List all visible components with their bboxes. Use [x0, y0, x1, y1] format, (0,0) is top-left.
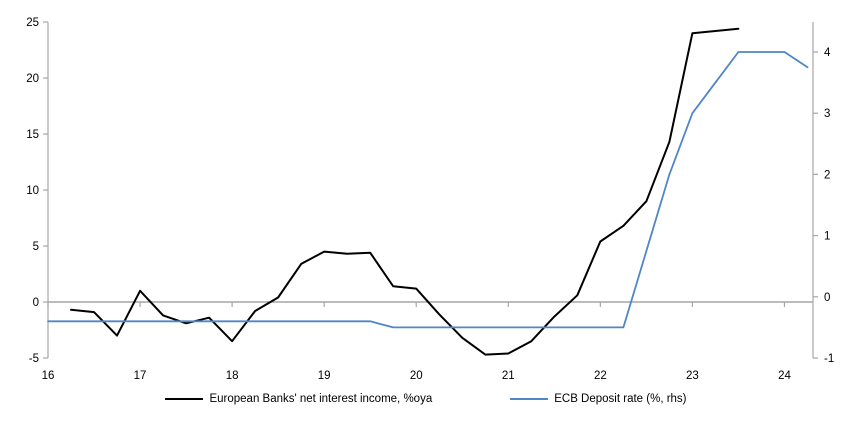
- x-axis: 16 17 18 19 20 21 22 23 24: [42, 302, 791, 382]
- right-tick-label: 0: [824, 292, 830, 304]
- legend-item-nii: European Banks' net interest income, %oy…: [165, 393, 432, 405]
- left-tick-label: 15: [26, 129, 39, 141]
- right-tick-label: 2: [824, 169, 830, 181]
- nii-series-line: [70, 27, 740, 356]
- right-tick-label: 4: [824, 47, 831, 59]
- left-tick-label: 10: [26, 185, 39, 197]
- ecb-line-swatch: [510, 398, 549, 400]
- ecb-series-line: [47, 51, 809, 329]
- legend-label-ecb: ECB Deposit rate (%, rhs): [554, 393, 687, 405]
- left-tick-label: 0: [33, 297, 39, 309]
- right-tick-label: -1: [824, 353, 834, 365]
- x-tick-label: 19: [318, 370, 331, 382]
- nii-line-swatch: [165, 398, 204, 400]
- x-tick-label: 20: [410, 370, 423, 382]
- x-tick-label: 16: [42, 370, 55, 382]
- x-tick-label: 18: [226, 370, 239, 382]
- left-axis: 25 20 15 10 5 0 -5: [26, 17, 49, 365]
- legend-item-ecb: ECB Deposit rate (%, rhs): [510, 393, 687, 405]
- left-tick-label: 25: [26, 17, 39, 29]
- left-tick-label: 20: [26, 73, 39, 85]
- x-tick-label: 22: [594, 370, 607, 382]
- x-tick-label: 24: [778, 370, 791, 382]
- left-tick-label: 5: [33, 241, 39, 253]
- chart-legend: European Banks' net interest income, %oy…: [0, 393, 852, 405]
- right-axis: 4 3 2 1 0 -1: [812, 22, 834, 365]
- x-tick-label: 17: [134, 370, 147, 382]
- x-tick-label: 21: [502, 370, 515, 382]
- legend-label-nii: European Banks' net interest income, %oy…: [209, 393, 433, 405]
- x-tick-label: 23: [686, 370, 699, 382]
- right-tick-label: 3: [824, 108, 830, 120]
- left-tick-label: -5: [29, 353, 39, 365]
- right-tick-label: 1: [824, 231, 830, 243]
